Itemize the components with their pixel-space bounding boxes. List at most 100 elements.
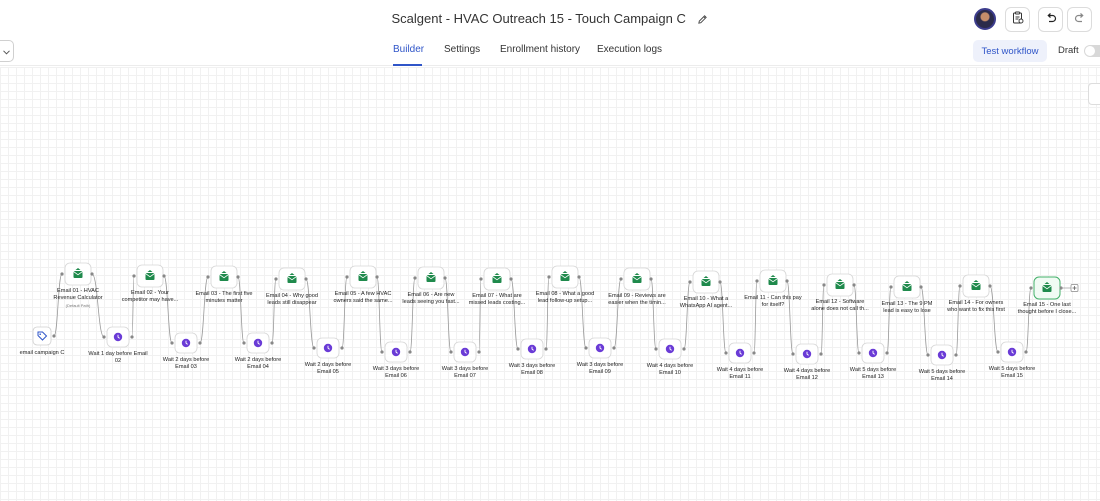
connection-port [443, 276, 447, 280]
email-node-label-line: Email 03 - The first five [195, 291, 253, 297]
chevron-down-icon [3, 42, 10, 60]
connection-port [198, 341, 202, 345]
pencil-icon[interactable] [697, 13, 708, 28]
email-node[interactable] [551, 265, 579, 289]
email-node[interactable] [278, 267, 306, 291]
email-icon [971, 280, 981, 290]
wait-node[interactable] [384, 341, 408, 363]
wait-node-label: Wait 3 days before Email 09 [577, 362, 623, 376]
connection-port [584, 346, 588, 350]
email-node[interactable] [1033, 276, 1061, 300]
connection-port [345, 275, 349, 279]
email-node[interactable] [349, 265, 377, 289]
email-node-label-line: Email 05 - A few HVAC [334, 291, 392, 297]
connection-port [408, 350, 412, 354]
wait-node[interactable] [795, 343, 819, 365]
email-node-label: Email 02 - Your competitor may have... [122, 290, 179, 304]
connection-port [516, 347, 520, 351]
email-node-label-line: Revenue Calculator [53, 295, 103, 301]
email-node-label-line: Email 08 - What a good [535, 291, 595, 297]
wait-node[interactable] [453, 341, 477, 363]
trigger-node[interactable] [32, 326, 52, 346]
connector-edge [305, 278, 315, 349]
email-node[interactable] [826, 273, 854, 297]
connection-port [822, 283, 826, 287]
wait-node[interactable] [246, 332, 270, 354]
draft-toggle[interactable] [1084, 45, 1100, 57]
workflow-title: Scalgent - HVAC Outreach 15 - Touch Camp… [391, 11, 686, 26]
connector-edge [989, 285, 999, 353]
email-node-label-line: leads still disappear [267, 300, 317, 306]
tab-execution-logs[interactable]: Execution logs [597, 44, 663, 55]
wait-node-label-line: Email 05 [317, 369, 339, 375]
wait-node-label-line: Email 14 [931, 376, 953, 382]
canvas-side-panel-handle[interactable] [1088, 83, 1100, 105]
redo-button[interactable] [1067, 7, 1092, 32]
tab-builder[interactable]: Builder [393, 44, 425, 55]
email-node-label-line: Email 01 - HVAC [57, 288, 99, 294]
wait-node[interactable] [520, 338, 544, 360]
clock-icon [391, 347, 401, 357]
wait-node[interactable] [728, 342, 752, 364]
email-node[interactable] [759, 269, 787, 293]
wait-node[interactable] [861, 342, 885, 364]
email-icon [632, 273, 642, 283]
connector-edge [753, 280, 758, 354]
wait-node-label: Wait 4 days before Email 12 [784, 368, 830, 382]
email-node-label-line: Email 09 - Reviews are [608, 293, 666, 299]
wait-node-label-line: Email 08 [521, 370, 543, 376]
clock-icon [460, 347, 470, 357]
connection-port [206, 275, 210, 279]
email-node-label: Email 14 - For owners who want to fix thi… [947, 300, 1005, 314]
connector-edge [650, 278, 657, 350]
email-icon [145, 270, 155, 280]
undo-button[interactable] [1038, 7, 1063, 32]
connection-port [130, 335, 134, 339]
email-node[interactable] [64, 262, 92, 286]
left-dropdown[interactable] [0, 40, 14, 62]
email-node-label-line: missed leads costing... [468, 300, 526, 306]
wait-node[interactable] [930, 344, 954, 366]
avatar[interactable] [974, 8, 996, 30]
wait-node-label-line: 02 [114, 358, 122, 364]
email-node-label-line: thought before I close... [1017, 309, 1077, 315]
email-node-label: Email 03 - The first five minutes matter [195, 291, 252, 305]
email-node[interactable] [417, 266, 445, 290]
email-icon [219, 271, 229, 281]
email-node[interactable] [962, 274, 990, 298]
email-node[interactable] [483, 267, 511, 291]
wait-node-label-line: Email 15 [1001, 373, 1023, 379]
email-node[interactable] [210, 265, 238, 289]
tab-enrollment-history[interactable]: Enrollment history [500, 44, 581, 55]
email-node-label-line: lead is easy to lose [883, 308, 931, 314]
wait-node[interactable] [588, 337, 612, 359]
wait-node[interactable] [174, 332, 198, 354]
wait-node-label-line: Wait 4 days before [716, 367, 764, 373]
email-node[interactable] [136, 264, 164, 288]
email-node[interactable] [893, 275, 921, 299]
clipboard-button[interactable] [1005, 7, 1030, 32]
connection-port [724, 351, 728, 355]
clock-icon [323, 343, 333, 353]
connector-edge [91, 273, 105, 338]
wait-node-label: Wait 2 days before Email 04 [235, 357, 281, 371]
wait-node[interactable] [1000, 341, 1024, 363]
email-node[interactable] [623, 267, 651, 291]
wait-node[interactable] [658, 338, 682, 360]
test-workflow-button[interactable]: Test workflow [973, 40, 1047, 62]
email-node-label: Email 13 - The 9 PM lead is easy to lose [882, 301, 933, 315]
email-icon [358, 271, 368, 281]
wait-node[interactable] [106, 326, 130, 348]
email-node-label: Email 01 - HVAC Revenue Calculator (Defaul… [53, 288, 102, 309]
clipboard-icon [1012, 11, 1024, 29]
wait-node[interactable] [316, 337, 340, 359]
connection-port [688, 280, 692, 284]
top-bar: Scalgent - HVAC Outreach 15 - Touch Camp… [0, 0, 1100, 36]
email-icon [426, 272, 436, 282]
tab-settings[interactable]: Settings [444, 44, 481, 55]
email-node[interactable] [692, 270, 720, 294]
email-node-label-line: Email 06 - Are new [407, 292, 455, 298]
connection-port [577, 275, 581, 279]
email-node-label-line: easier when the timin... [608, 300, 666, 306]
email-node-label: Email 04 - Why good leads still disappear [266, 293, 318, 307]
